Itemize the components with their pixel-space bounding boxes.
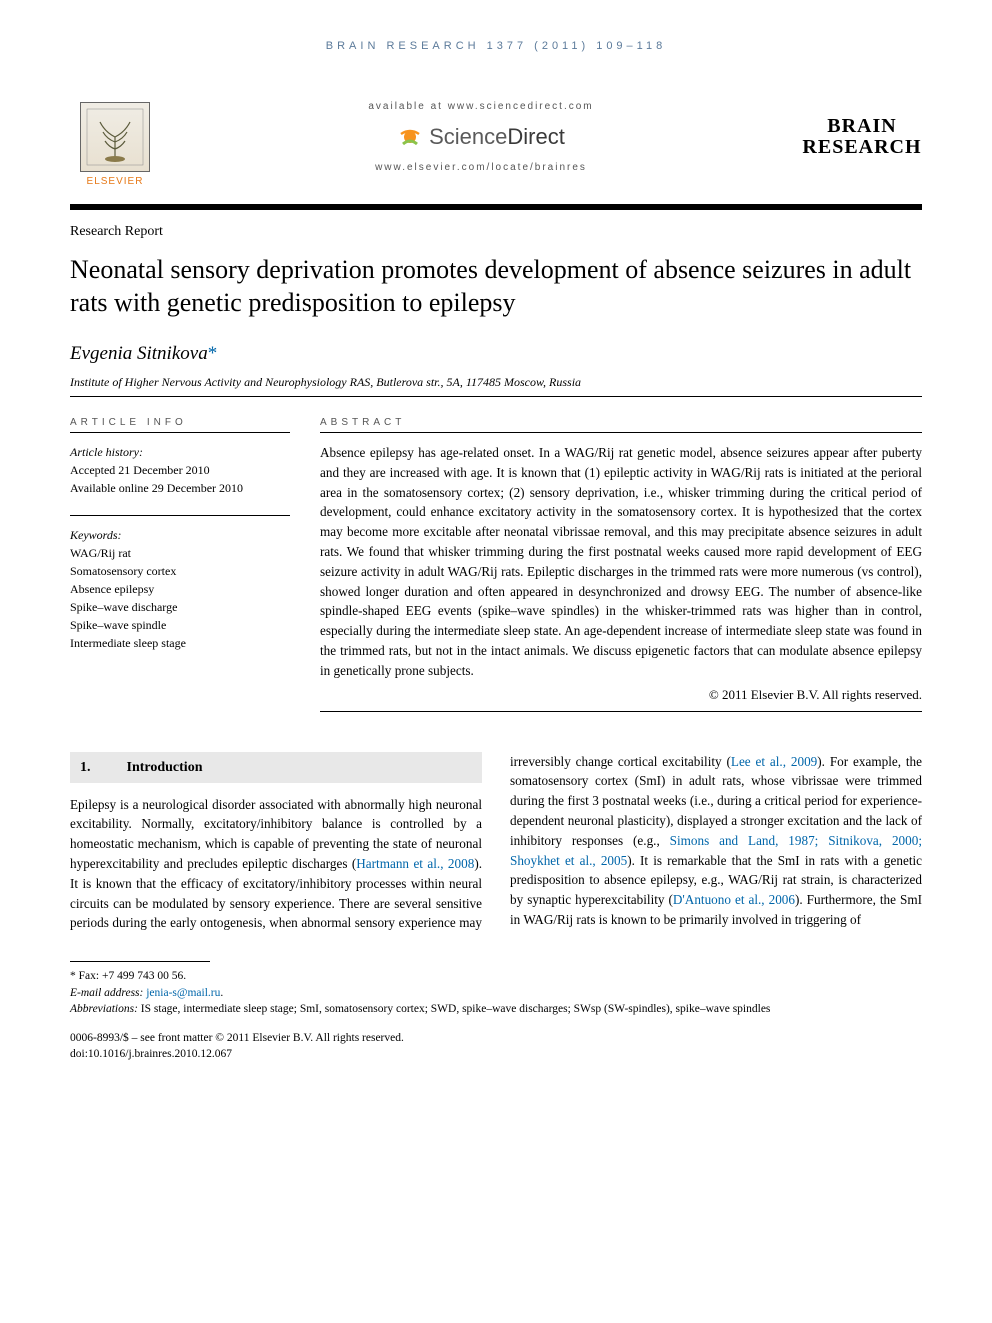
section-heading: 1. Introduction	[70, 752, 482, 783]
journal-name-2: RESEARCH	[802, 137, 922, 158]
available-at: available at www.sciencedirect.com	[180, 101, 782, 112]
email-link[interactable]: jenia-s@mail.ru	[146, 987, 220, 999]
affiliation: Institute of Higher Nervous Activity and…	[70, 375, 922, 390]
sciencedirect-wordmark: ScienceDirect	[429, 124, 565, 150]
abstract-rule	[320, 432, 922, 433]
abbreviations: Abbreviations: IS stage, intermediate sl…	[70, 1001, 922, 1018]
citation-link[interactable]: D'Antuono et al., 2006	[673, 892, 795, 907]
citation-link[interactable]: Lee et al., 2009	[731, 754, 817, 769]
header-panel: ELSEVIER available at www.sciencedirect.…	[70, 82, 922, 192]
running-head: BRAIN RESEARCH 1377 (2011) 109–118	[70, 40, 922, 52]
keywords: Keywords: WAG/Rij rat Somatosensory cort…	[70, 526, 290, 652]
elsevier-logo: ELSEVIER	[70, 87, 160, 187]
issn-line: 0006-8993/$ – see front matter © 2011 El…	[70, 1030, 922, 1046]
section-number: 1.	[80, 757, 91, 778]
article-history: Article history: Accepted 21 December 20…	[70, 443, 290, 497]
author-name: Evgenia Sitnikova*	[70, 343, 922, 365]
journal-logo: BRAIN RESEARCH	[802, 116, 922, 158]
article-info-label: ARTICLE INFO	[70, 417, 290, 428]
corresp-email: E-mail address: jenia-s@mail.ru.	[70, 985, 922, 1002]
elsevier-tree-icon	[80, 102, 150, 172]
article-title: Neonatal sensory deprivation promotes de…	[70, 254, 922, 319]
elsevier-wordmark: ELSEVIER	[87, 176, 144, 187]
thick-rule	[70, 204, 922, 210]
abstract-rule-2	[320, 711, 922, 712]
thin-rule-1	[70, 396, 922, 397]
citation-link[interactable]: Hartmann et al., 2008	[356, 856, 474, 871]
doi-block: 0006-8993/$ – see front matter © 2011 El…	[70, 1030, 922, 1062]
footer: * Fax: +7 499 743 00 56. E-mail address:…	[70, 961, 922, 1062]
sciencedirect-logo: ScienceDirect	[397, 124, 565, 150]
corresp-fax: * Fax: +7 499 743 00 56.	[70, 968, 922, 985]
footnote-rule	[70, 961, 210, 962]
abstract-text: Absence epilepsy has age-related onset. …	[320, 443, 922, 681]
header-center: available at www.sciencedirect.com Scien…	[160, 101, 802, 173]
sciencedirect-icon	[397, 124, 423, 150]
section-title: Introduction	[127, 757, 203, 778]
doi-line: doi:10.1016/j.brainres.2010.12.067	[70, 1046, 922, 1062]
info-rule-2	[70, 515, 290, 516]
abstract-col: ABSTRACT Absence epilepsy has age-relate…	[320, 417, 922, 722]
info-abstract-row: ARTICLE INFO Article history: Accepted 2…	[70, 417, 922, 722]
body: 1. Introduction Epilepsy is a neurologic…	[70, 752, 922, 934]
copyright: © 2011 Elsevier B.V. All rights reserved…	[320, 687, 922, 703]
article-type: Research Report	[70, 224, 922, 240]
corresp-link[interactable]: *	[208, 343, 218, 364]
journal-name-1: BRAIN	[802, 116, 922, 137]
abstract-label: ABSTRACT	[320, 417, 922, 428]
article-info-col: ARTICLE INFO Article history: Accepted 2…	[70, 417, 290, 722]
info-rule	[70, 432, 290, 433]
locate-url: www.elsevier.com/locate/brainres	[180, 162, 782, 173]
